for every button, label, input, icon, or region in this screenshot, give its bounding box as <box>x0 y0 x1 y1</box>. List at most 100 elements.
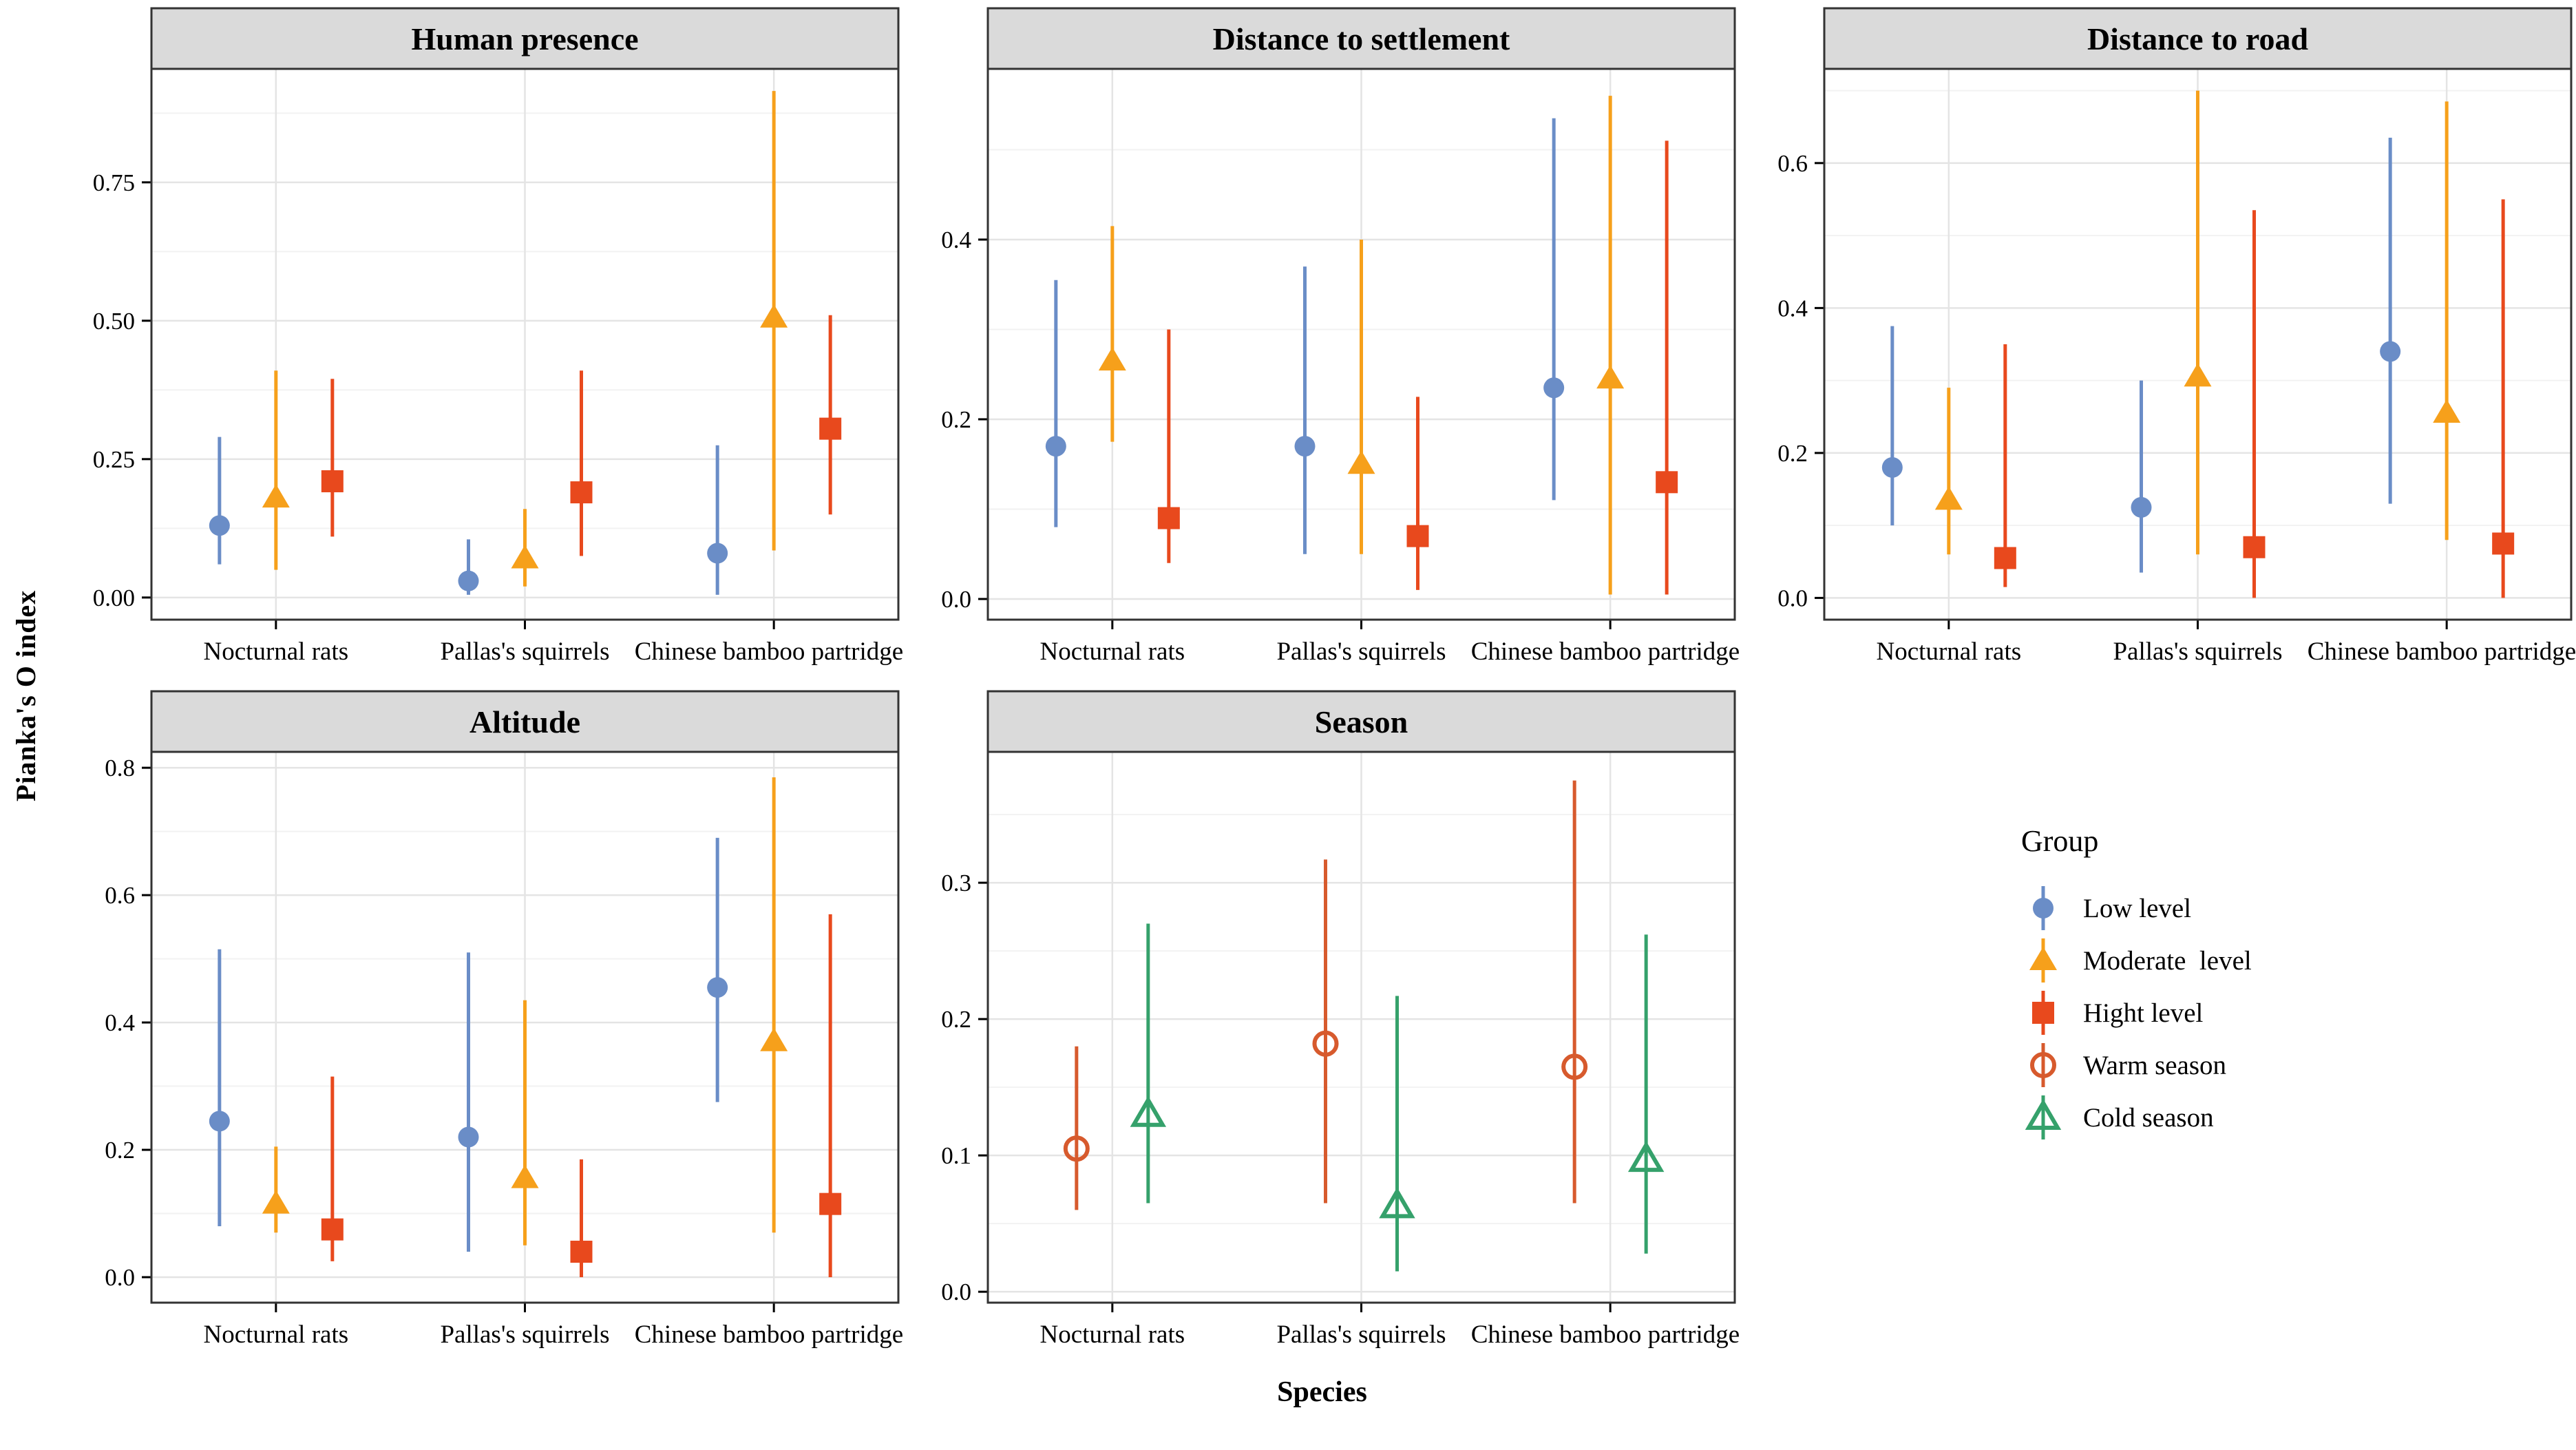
cold-season-marker <box>1379 1187 1415 1219</box>
x-tick-label: Chinese bamboo partridges <box>635 1321 904 1349</box>
facet-title: Human presence <box>411 21 638 56</box>
y-tick-label: 0.8 <box>105 755 135 781</box>
data-point <box>570 370 593 556</box>
legend-item-low-level: Low level <box>2021 882 2576 934</box>
series-low-level <box>1045 118 1565 554</box>
hight-level-marker <box>819 1192 842 1215</box>
facet-title: Season <box>1315 704 1408 739</box>
hight-level-marker <box>1656 471 1678 494</box>
panel-border <box>150 67 900 621</box>
data-point <box>511 1000 539 1246</box>
facet-title: Altitude <box>469 704 580 739</box>
series-hight-level <box>321 315 842 556</box>
axes: 0.0 0.1 0.2 0.3 Nocturnal rats Pallas's squir… <box>941 870 1749 1349</box>
legend-item-label: Moderate level <box>2083 945 2252 976</box>
axes: 0.00 0.25 0.50 0.75 Nocturnal rats Pallas's s… <box>93 169 914 666</box>
data-point <box>1098 226 1126 442</box>
y-tick-label: 0.0 <box>1777 585 1808 611</box>
cold-season-marker <box>1627 1141 1665 1173</box>
legend-item-moderate-level: Moderate level <box>2021 934 2576 987</box>
facet-strip: Altitude <box>150 690 900 753</box>
moderate-level-marker <box>760 304 788 328</box>
data-point <box>1994 344 2016 587</box>
legend-item-cold-season: Cold season <box>2021 1091 2576 1144</box>
low-level-marker <box>209 1111 230 1132</box>
panel-altitude: Altitude 0.0 0.2 0.4 0.6 0.8 Nocturnal rats Pal… <box>67 689 914 1372</box>
y-tick-label: 0.1 <box>941 1142 971 1169</box>
moderate-level-marker <box>262 1190 290 1214</box>
data-point <box>1561 780 1588 1204</box>
hight-level-marker <box>1157 507 1180 529</box>
panel-distance-to-road-svg: Distance to road 0.0 0.2 0.4 0.6 Nocturnal ra… <box>1777 7 2576 666</box>
legend-title: Group <box>2021 824 2099 858</box>
y-tick-label: 0.4 <box>941 227 971 253</box>
x-axis-title: Species <box>1277 1376 1367 1408</box>
low-level-marker <box>458 1126 479 1148</box>
x-tick-label: Pallas's squirrels <box>2113 638 2282 666</box>
panel-season-svg: Season 0.0 0.1 0.2 0.3 Nocturnal rats Pallas's… <box>941 690 1750 1349</box>
legend-item-label: Cold season <box>2083 1102 2214 1133</box>
series-warm-season <box>1063 780 1588 1210</box>
data-point <box>1063 1046 1090 1210</box>
facet-strip: Human presence <box>150 7 900 70</box>
moderate-level-marker <box>511 1164 539 1188</box>
x-tick-label: Chinese bamboo partridges <box>1471 1321 1740 1349</box>
panel-human-presence-svg: Human presence 0.00 0.25 0.50 0.75 Nocturnal … <box>93 7 914 666</box>
warm-season-marker <box>1063 1135 1090 1162</box>
series-low-level <box>209 437 728 595</box>
y-tick-label: 0.6 <box>105 882 135 909</box>
series-moderate-level <box>262 777 788 1246</box>
moderate-level-marker <box>1934 486 1963 510</box>
hight-level-marker <box>321 1218 344 1241</box>
square-icon <box>2032 991 2054 1035</box>
y-tick-label: 0.50 <box>93 308 135 335</box>
low-level-marker <box>1045 436 1066 457</box>
data-point <box>1543 118 1565 501</box>
data-point <box>2184 90 2212 555</box>
data-point <box>1379 996 1415 1272</box>
facet-strip: Distance to road <box>1823 7 2573 70</box>
series-hight-level <box>1994 199 2515 598</box>
low-level-marker <box>1294 436 1316 457</box>
y-tick-label: 0.2 <box>1777 440 1808 467</box>
hight-level-marker <box>2243 536 2266 558</box>
series-low-level <box>1881 138 2401 573</box>
data-point <box>1656 140 1678 595</box>
panel-border <box>1823 67 2573 621</box>
legend-item-warm-season: Warm season <box>2021 1039 2576 1091</box>
data-point <box>2492 199 2515 598</box>
hight-level-marker <box>1406 525 1429 547</box>
data-point <box>2433 101 2461 540</box>
panel-border <box>150 750 900 1304</box>
triangle-icon <box>2029 938 2057 983</box>
x-tick-label: Pallas's squirrels <box>440 1321 609 1349</box>
data-point <box>1157 329 1180 563</box>
y-tick-label: 0.3 <box>941 870 971 896</box>
panel-altitude-svg: Altitude 0.0 0.2 0.4 0.6 0.8 Nocturnal rats Pal… <box>105 690 914 1349</box>
data-point <box>760 91 788 551</box>
x-tick-label: Nocturnal rats <box>204 1321 349 1349</box>
low-level-marker <box>209 515 230 536</box>
y-tick-label: 0.4 <box>105 1009 135 1036</box>
low-level-marker <box>2131 496 2152 518</box>
hight-level-marker <box>570 481 593 504</box>
moderate-level-marker <box>760 1027 788 1051</box>
panel-border <box>986 750 1736 1304</box>
x-tick-label: Nocturnal rats <box>1040 638 1185 666</box>
moderate-level-marker <box>2184 363 2212 387</box>
series-cold-season <box>1130 923 1665 1272</box>
moderate-level-marker <box>511 545 539 569</box>
y-tick-label: 0.0 <box>941 586 971 613</box>
data-point <box>1347 239 1375 554</box>
panel-season: Season 0.0 0.1 0.2 0.3 Nocturnal rats Pallas's… <box>904 689 1750 1372</box>
facet-title: Distance to road <box>2087 21 2309 56</box>
gridlines <box>988 752 1735 1303</box>
data-point <box>1934 388 1963 555</box>
series-low-level <box>209 837 728 1252</box>
y-tick-label: 0.6 <box>1777 150 1808 177</box>
circle-icon <box>2030 1043 2056 1087</box>
series-moderate-level <box>1098 96 1625 595</box>
moderate-level-marker <box>1098 347 1126 371</box>
data-point <box>209 437 230 565</box>
